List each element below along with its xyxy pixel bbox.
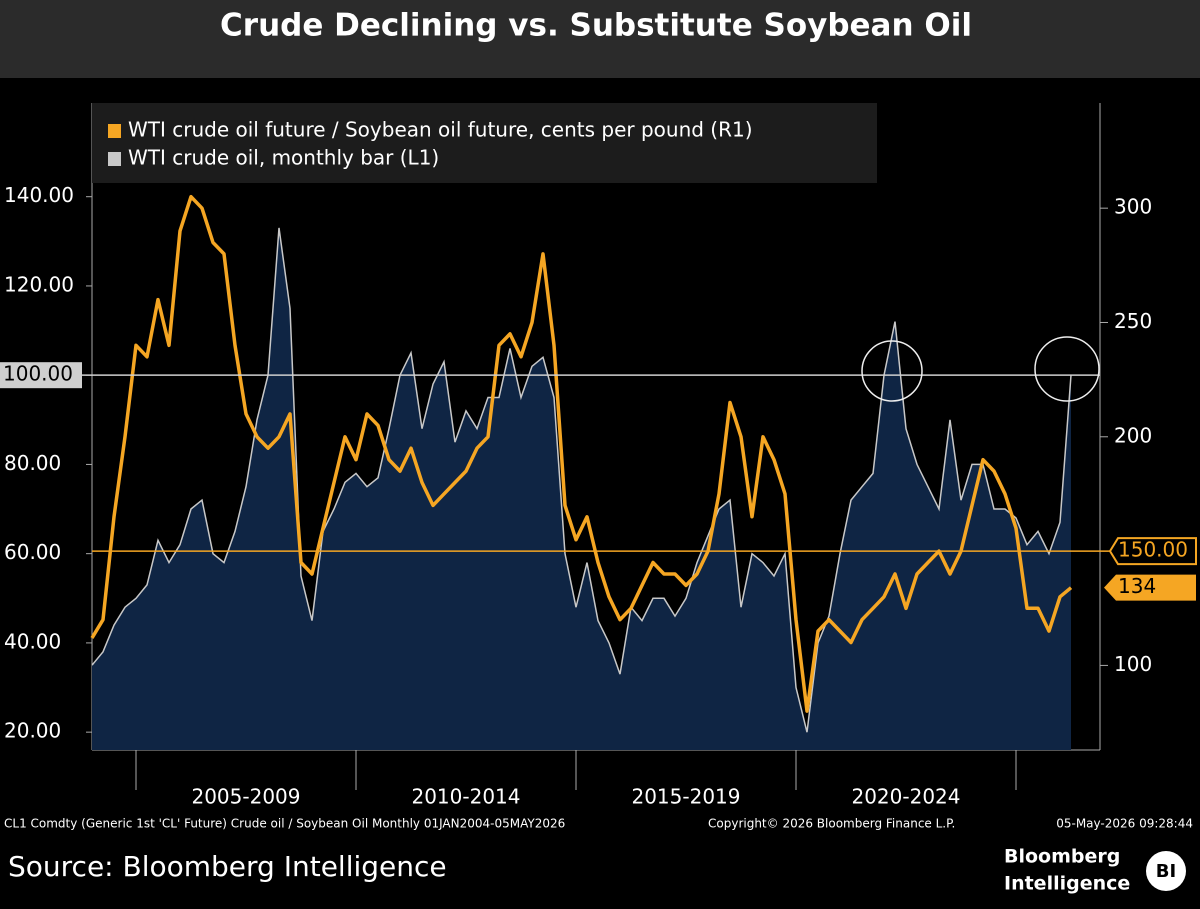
x-period-label: 2020-2024 [851,785,960,809]
y-tick-label: 140.00 [4,183,74,207]
y2-tick-label: 200 [1114,423,1152,447]
legend-box [92,103,877,183]
footer-timestamp: 05-May-2026 09:28:44 [1056,817,1193,831]
last-value-box [1104,574,1196,601]
legend-label: WTI crude oil future / Soybean oil futur… [128,118,753,142]
footer-copyright: Copyright© 2026 Bloomberg Finance L.P. [708,817,955,831]
area [92,227,1071,750]
title-bar [0,0,1200,78]
legend-swatch [108,124,121,138]
line [90,194,1073,713]
reference-label: 100.00 [3,362,73,386]
source: Source: Bloomberg Intelligence [8,850,447,883]
y2-tick-label: 300 [1114,195,1152,219]
brand-badge-text: BI [1156,861,1176,882]
y2-tick-label: 250 [1114,309,1152,333]
legend-swatch [108,152,121,166]
x-period-label: 2015-2019 [631,785,740,809]
chart-title: Crude Declining vs. Substitute Soybean O… [220,8,972,44]
plot-area: 20.00 40.00 60.00 80.00 100.00 120.00 140.00 10… [0,103,1197,809]
reference-label: 150.00 [1118,538,1188,562]
y-tick-label: 60.00 [4,540,61,564]
brand-badge [1146,851,1186,891]
brand-text: Bloomberg [1004,846,1120,868]
y-tick-label: 120.00 [4,272,74,296]
last-value-label: 134 [1118,574,1156,598]
y2-tick-label: 100 [1114,652,1152,676]
x-period-label: 2005-2009 [191,785,300,809]
reference-label-box [1108,537,1197,566]
annotation-circle [861,340,923,402]
annotation-circle [1034,336,1100,402]
y-tick-label: 40.00 [4,629,61,653]
x-period-label: 2010-2014 [411,785,520,809]
y-tick-label: 80.00 [4,451,61,475]
footer-ticker: CL1 Comdty (Generic 1st 'CL' Future) Cru… [4,817,565,831]
brand-text: Intelligence [1004,873,1130,895]
reference-label-box [0,362,82,389]
legend-label: WTI crude oil, monthly bar (L1) [128,146,439,170]
y-tick-label: 20.00 [4,719,61,743]
